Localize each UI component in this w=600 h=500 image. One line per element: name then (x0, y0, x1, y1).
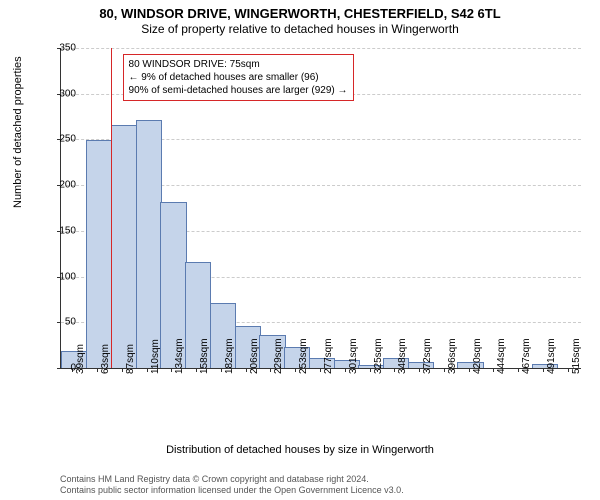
x-tick-label: 63sqm (100, 344, 111, 374)
x-tick-label: 301sqm (348, 338, 359, 374)
x-tick-mark (370, 368, 371, 372)
x-tick-mark (147, 368, 148, 372)
x-tick-mark (246, 368, 247, 372)
y-tick-label: 300 (59, 88, 76, 99)
x-tick-label: 206sqm (249, 338, 260, 374)
x-tick-mark (419, 368, 420, 372)
y-tick-label: 200 (59, 180, 76, 191)
x-tick-mark (469, 368, 470, 372)
x-tick-mark (518, 368, 519, 372)
y-tick-label: 0 (70, 363, 76, 374)
x-tick-mark (270, 368, 271, 372)
chart-subtitle: Size of property relative to detached ho… (0, 21, 600, 40)
x-tick-label: 87sqm (125, 344, 136, 374)
x-tick-label: 110sqm (150, 339, 161, 374)
x-axis-label: Distribution of detached houses by size … (0, 444, 600, 456)
x-tick-label: 348sqm (397, 338, 408, 374)
x-tick-label: 229sqm (273, 338, 284, 374)
x-tick-label: 515sqm (571, 338, 582, 374)
x-tick-mark (122, 368, 123, 372)
chart-title: 80, WINDSOR DRIVE, WINGERWORTH, CHESTERF… (0, 0, 600, 21)
chart-container: 80, WINDSOR DRIVE, WINGERWORTH, CHESTERF… (0, 0, 600, 500)
x-tick-label: 158sqm (199, 338, 210, 374)
grid-line (61, 48, 581, 49)
y-tick-label: 150 (59, 225, 76, 236)
y-axis-label: Number of detached properties (12, 56, 24, 208)
x-tick-mark (196, 368, 197, 372)
histogram-bar (136, 120, 162, 368)
y-tick-label: 350 (59, 43, 76, 54)
y-tick-mark (57, 322, 61, 323)
x-tick-mark (394, 368, 395, 372)
y-tick-mark (57, 368, 61, 369)
x-tick-mark (221, 368, 222, 372)
x-tick-label: 253sqm (298, 338, 309, 374)
y-tick-label: 250 (59, 134, 76, 145)
annotation-box: 80 WINDSOR DRIVE: 75sqm← 9% of detached … (123, 54, 354, 101)
x-tick-label: 372sqm (422, 338, 433, 374)
x-tick-mark (295, 368, 296, 372)
x-tick-mark (97, 368, 98, 372)
y-tick-label: 100 (59, 271, 76, 282)
x-tick-label: 491sqm (546, 338, 557, 374)
x-tick-mark (543, 368, 544, 372)
plot-area: 80 WINDSOR DRIVE: 75sqm← 9% of detached … (60, 48, 581, 369)
highlight-line (111, 48, 112, 368)
x-tick-mark (568, 368, 569, 372)
x-tick-label: 325sqm (373, 338, 384, 374)
footer: Contains HM Land Registry data © Crown c… (60, 474, 404, 496)
x-tick-mark (493, 368, 494, 372)
annotation-line-3: 90% of semi-detached houses are larger (… (129, 84, 348, 97)
x-tick-label: 134sqm (174, 338, 185, 374)
annotation-line-2: ← 9% of detached houses are smaller (96) (129, 71, 348, 84)
x-tick-mark (444, 368, 445, 372)
x-tick-label: 39sqm (75, 344, 86, 374)
x-tick-mark (171, 368, 172, 372)
x-tick-label: 444sqm (496, 338, 507, 374)
annotation-line-1: 80 WINDSOR DRIVE: 75sqm (129, 58, 348, 71)
x-tick-label: 277sqm (323, 338, 334, 374)
y-tick-label: 50 (65, 317, 76, 328)
x-tick-label: 420sqm (472, 338, 483, 374)
footer-line-1: Contains HM Land Registry data © Crown c… (60, 474, 404, 485)
chart-area: 80 WINDSOR DRIVE: 75sqm← 9% of detached … (60, 48, 580, 406)
x-tick-label: 467sqm (521, 338, 532, 374)
histogram-bar (86, 140, 112, 368)
x-tick-mark (345, 368, 346, 372)
x-tick-mark (320, 368, 321, 372)
footer-line-2: Contains public sector information licen… (60, 485, 404, 496)
x-tick-label: 182sqm (224, 338, 235, 374)
x-tick-label: 396sqm (447, 338, 458, 374)
histogram-bar (111, 125, 137, 368)
